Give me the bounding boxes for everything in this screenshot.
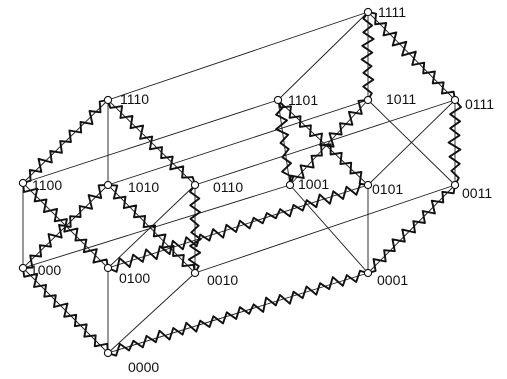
cube-nodes bbox=[18, 7, 460, 358]
node-1110 bbox=[103, 95, 113, 105]
node-0100 bbox=[103, 263, 113, 273]
edge-0111-1111 bbox=[367, 11, 456, 101]
node-label-0001: 0001 bbox=[377, 272, 408, 288]
node-label-1101: 1101 bbox=[288, 92, 318, 108]
node-label-0010: 0010 bbox=[207, 272, 238, 288]
node-label-0110: 0110 bbox=[213, 179, 243, 195]
tour-path bbox=[22, 11, 462, 357]
node-1100 bbox=[18, 178, 28, 188]
node-label-1110: 1110 bbox=[120, 91, 149, 107]
node-1000 bbox=[18, 263, 28, 273]
node-1101 bbox=[273, 95, 283, 105]
edge-0010-1010 bbox=[107, 184, 196, 274]
node-label-1011: 1011 bbox=[386, 91, 416, 107]
node-0010 bbox=[190, 268, 200, 278]
node-label-0011: 0011 bbox=[462, 185, 492, 201]
node-1111 bbox=[363, 7, 373, 17]
node-1010 bbox=[103, 180, 113, 190]
node-0111 bbox=[450, 95, 460, 105]
node-1011 bbox=[363, 95, 373, 105]
edge-1010-1011 bbox=[107, 99, 369, 186]
node-label-0111: 0111 bbox=[465, 96, 494, 112]
node-label-1100: 1100 bbox=[32, 177, 62, 193]
node-0001 bbox=[363, 268, 373, 278]
node-0110 bbox=[190, 180, 200, 190]
edge-0010-0011 bbox=[194, 184, 456, 274]
node-label-0101: 0101 bbox=[372, 181, 403, 197]
edge-1101-1111 bbox=[277, 11, 369, 101]
node-0011 bbox=[450, 180, 460, 190]
edge-0011-1011 bbox=[367, 99, 456, 186]
node-label-1010: 1010 bbox=[128, 179, 159, 195]
edge-1110-1111 bbox=[107, 11, 369, 101]
edge-1000-1001 bbox=[22, 184, 291, 269]
node-0000 bbox=[103, 348, 113, 358]
edge-0000-0010 bbox=[107, 272, 196, 354]
node-1001 bbox=[285, 180, 295, 190]
edge-1001-1011 bbox=[289, 99, 369, 186]
edge-0001-0011 bbox=[367, 184, 456, 274]
node-labels: 0000 1000 0100 0010 0001 1100 1010 0110 1001 0101… bbox=[30, 4, 494, 375]
wavy-tour-path bbox=[22, 11, 462, 357]
edge-0110-0111 bbox=[194, 99, 456, 186]
node-label-1001: 1001 bbox=[298, 176, 329, 192]
node-label-1111: 1111 bbox=[378, 4, 406, 20]
node-label-0000: 0000 bbox=[128, 359, 159, 375]
edge-1001-1101 bbox=[277, 99, 291, 186]
edge-0101-1101 bbox=[277, 99, 369, 186]
node-label-0100: 0100 bbox=[119, 270, 150, 286]
node-0101 bbox=[363, 180, 373, 190]
node-label-1000: 1000 bbox=[30, 262, 61, 278]
edge-0001-1001 bbox=[289, 184, 369, 274]
